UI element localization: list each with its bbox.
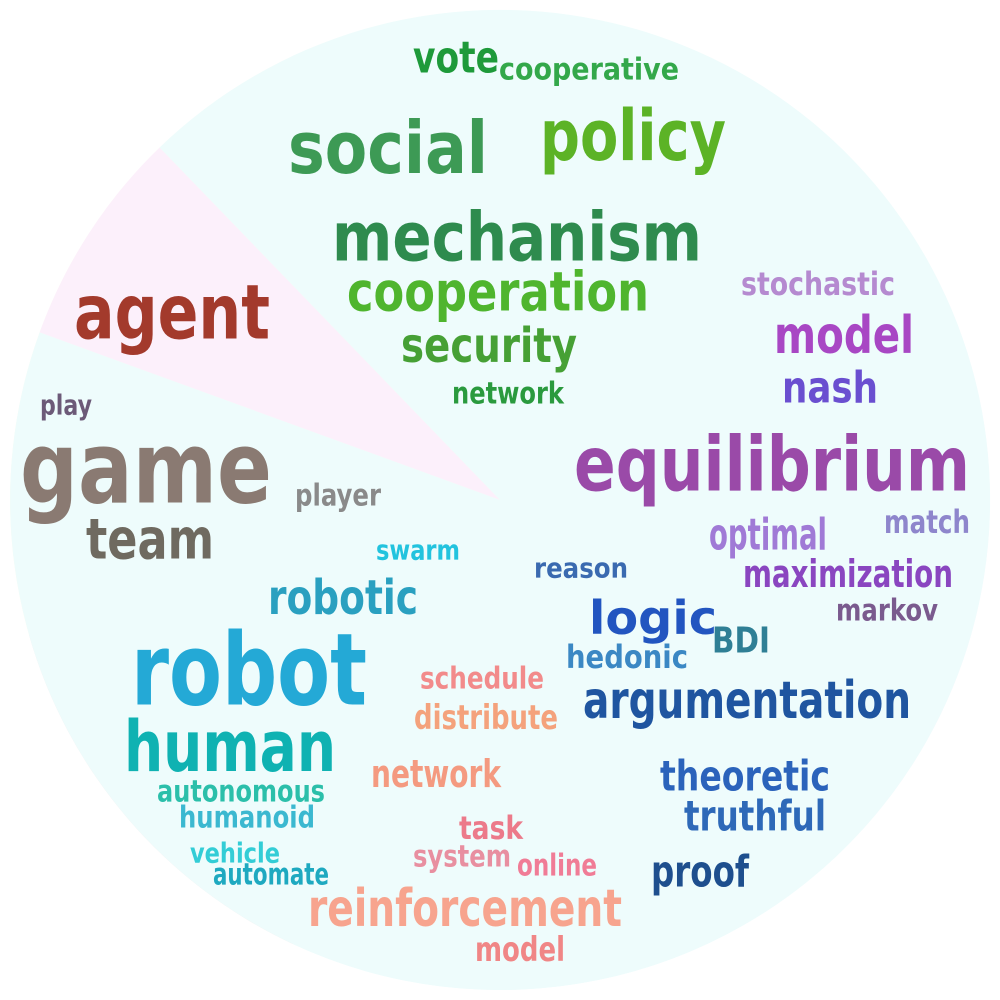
word-layer: vote cooperative social policy mechanismcoop… <box>20 33 970 971</box>
word-system: system <box>413 840 511 875</box>
word-proof: proof <box>651 847 750 898</box>
word-game: game <box>20 410 272 527</box>
word-network: network <box>371 752 502 796</box>
word-task: task <box>459 809 524 847</box>
word-automate: automate <box>213 858 329 893</box>
word-swarm: swarm <box>376 534 460 567</box>
word-player: player <box>295 479 381 514</box>
sector-agents <box>10 9 991 990</box>
word-hedonic: hedonic <box>566 638 688 676</box>
word-argumentation: argumentation <box>583 671 911 731</box>
word-autonomous: autonomous <box>157 775 325 810</box>
word-truthful: truthful <box>684 792 826 841</box>
word-team: team <box>86 508 214 573</box>
word-network: network <box>452 377 565 412</box>
word-schedule: schedule <box>420 662 544 697</box>
word-human: human <box>124 706 336 788</box>
sector-backgrounds <box>10 9 991 991</box>
word-reason: reason <box>534 552 628 585</box>
word-model: model <box>475 930 565 970</box>
word-security: security <box>401 318 577 374</box>
word-humanoid: humanoid <box>179 801 315 836</box>
word-vehicle: vehicle <box>190 837 280 870</box>
word-robotic: robotic <box>268 570 418 626</box>
word-theoretic: theoretic <box>660 752 830 801</box>
word-cooperation: cooperation <box>347 261 649 324</box>
word-stochastic: stochastic <box>741 265 895 303</box>
word-vote: vote <box>413 33 499 84</box>
word-match: match <box>884 503 970 541</box>
word-cooperative: cooperative <box>499 53 679 88</box>
word-social: social <box>288 106 488 190</box>
word-nash: nash <box>782 363 878 414</box>
word-play: play <box>40 389 92 422</box>
word-equilibrium: equilibrium <box>574 420 970 509</box>
word-agent: agent <box>74 268 270 357</box>
word-mechanism: mechanism <box>332 199 702 278</box>
word-markov: markov <box>836 594 938 629</box>
word-optimal: optimal <box>709 510 827 561</box>
word-robot: robot <box>131 612 367 729</box>
word-reinforcement: reinforcement <box>308 879 622 939</box>
word-online: online <box>517 849 597 884</box>
sector-games <box>39 147 500 500</box>
word-policy: policy <box>540 95 726 177</box>
word-logic: logic <box>589 591 717 645</box>
word-bdi: BDI <box>712 621 770 662</box>
word-maximization: maximization <box>743 552 953 596</box>
word-distribute: distribute <box>414 698 558 738</box>
word-model: model <box>774 306 914 366</box>
